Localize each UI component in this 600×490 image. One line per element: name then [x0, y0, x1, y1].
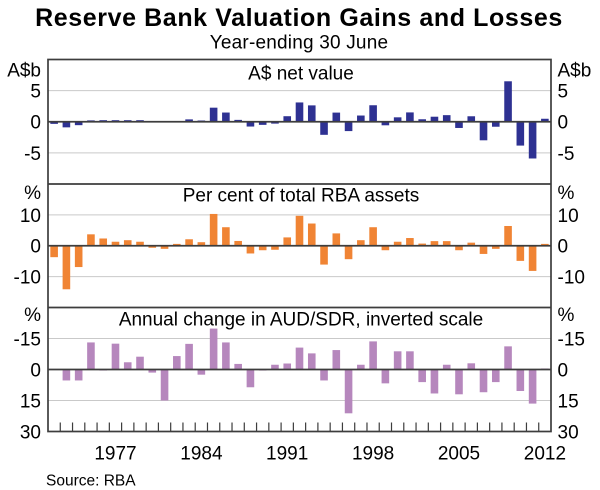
svg-text:1998: 1998 — [352, 444, 394, 465]
svg-text:30: 30 — [558, 422, 579, 443]
svg-text:A$b: A$b — [558, 60, 592, 81]
svg-text:15: 15 — [20, 391, 41, 412]
svg-text:30: 30 — [20, 422, 41, 443]
svg-text:15: 15 — [558, 391, 579, 412]
svg-text:0: 0 — [30, 113, 41, 134]
svg-text:5: 5 — [30, 82, 41, 103]
svg-text:-15: -15 — [558, 329, 585, 350]
svg-text:0: 0 — [558, 360, 569, 381]
svg-text:10: 10 — [20, 206, 41, 227]
svg-text:%: % — [24, 183, 41, 204]
svg-text:-15: -15 — [14, 329, 41, 350]
svg-text:5: 5 — [558, 82, 569, 103]
svg-text:2012: 2012 — [524, 444, 566, 465]
svg-text:A$ net value: A$ net value — [248, 64, 354, 85]
svg-text:10: 10 — [558, 206, 579, 227]
svg-text:-5: -5 — [24, 144, 41, 165]
svg-text:0: 0 — [30, 237, 41, 258]
svg-text:-5: -5 — [558, 144, 575, 165]
svg-text:1991: 1991 — [266, 444, 308, 465]
svg-text:0: 0 — [30, 360, 41, 381]
svg-text:Source: RBA: Source: RBA — [46, 473, 136, 490]
svg-text:-10: -10 — [14, 268, 41, 289]
svg-text:-10: -10 — [558, 268, 585, 289]
svg-text:1984: 1984 — [180, 444, 223, 465]
svg-text:Annual change in AUD/SDR, inve: Annual change in AUD/SDR, inverted scale — [119, 310, 483, 331]
svg-text:Reserve Bank Valuation Gains a: Reserve Bank Valuation Gains and Losses — [35, 4, 563, 32]
svg-text:2005: 2005 — [438, 444, 480, 465]
svg-text:1977: 1977 — [94, 444, 136, 465]
svg-text:A$b: A$b — [7, 60, 41, 81]
svg-text:%: % — [558, 183, 575, 204]
svg-text:Per cent of total RBA assets: Per cent of total RBA assets — [183, 186, 420, 207]
svg-text:Year-ending 30 June: Year-ending 30 June — [210, 33, 388, 54]
svg-text:0: 0 — [558, 113, 569, 134]
svg-text:%: % — [24, 305, 41, 326]
svg-text:0: 0 — [558, 237, 569, 258]
svg-text:%: % — [558, 305, 575, 326]
